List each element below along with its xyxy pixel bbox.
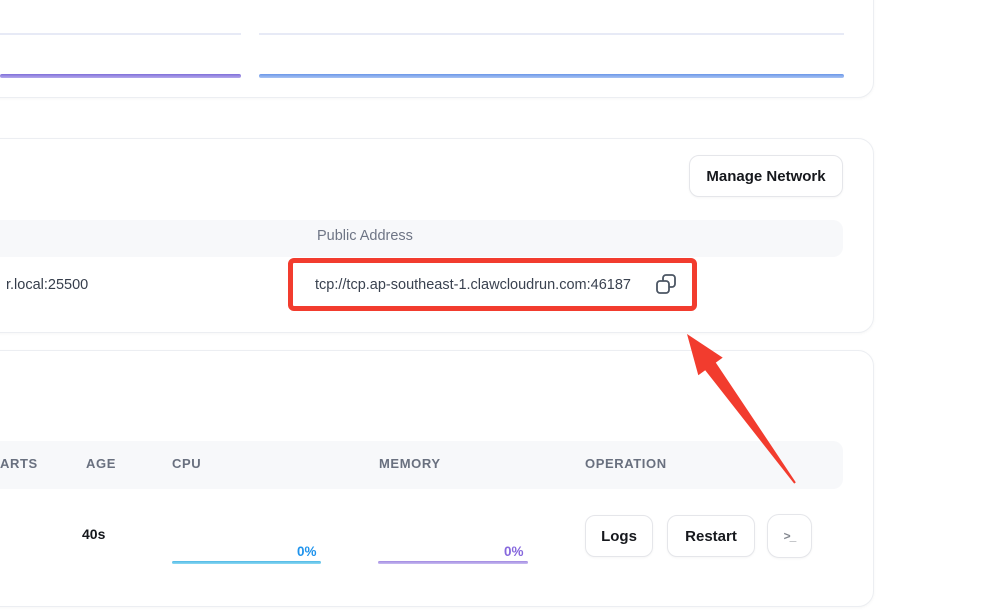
right-chart-line: [259, 74, 844, 78]
memory-usage-percent: 0%: [504, 544, 524, 559]
terminal-button[interactable]: >_: [767, 514, 812, 558]
cpu-usage-sparkline: [172, 561, 321, 564]
copy-icon: [656, 274, 676, 294]
memory-usage-sparkline: [378, 561, 528, 564]
column-header-memory: MEMORY: [379, 456, 441, 471]
column-header-cpu: CPU: [172, 456, 202, 471]
public-address-column-header: Public Address: [317, 228, 413, 244]
manage-network-button[interactable]: Manage Network: [689, 155, 843, 197]
private-address-value: r.local:25500: [6, 277, 89, 293]
network-table-header-row: [0, 220, 843, 257]
left-chart-line: [0, 74, 241, 78]
copy-address-button[interactable]: [655, 273, 679, 297]
restart-button[interactable]: Restart: [667, 515, 755, 557]
column-header-restarts: ARTS: [0, 456, 38, 471]
terminal-icon: >_: [783, 529, 797, 543]
left-chart-gridline: [0, 33, 241, 35]
logs-button[interactable]: Logs: [585, 515, 653, 557]
public-address-value: tcp://tcp.ap-southeast-1.clawcloudrun.co…: [315, 277, 631, 293]
cpu-usage-percent: 0%: [297, 544, 317, 559]
right-chart-gridline: [259, 33, 844, 35]
pod-age-value: 40s: [82, 526, 106, 542]
monitor-card: [0, 0, 874, 98]
column-header-age: AGE: [86, 456, 116, 471]
column-header-operation: OPERATION: [585, 456, 667, 471]
